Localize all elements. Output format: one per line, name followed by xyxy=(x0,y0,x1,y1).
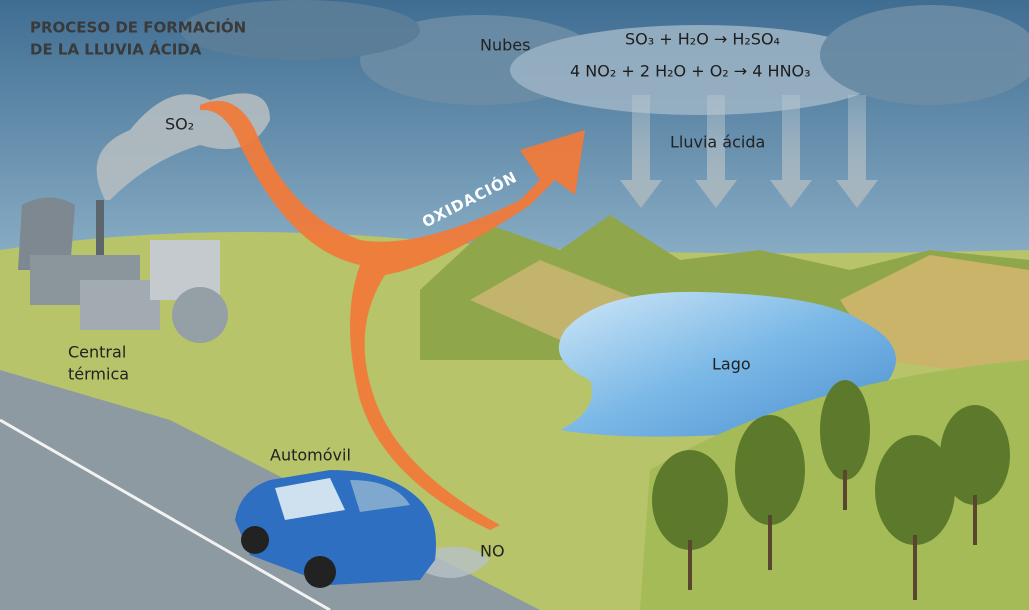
wheel xyxy=(241,526,269,554)
tree xyxy=(940,405,1010,505)
clouds-label: Nubes xyxy=(480,36,530,55)
car-label: Automóvil xyxy=(270,446,351,465)
sphere-tank xyxy=(172,287,228,343)
tree xyxy=(820,380,870,480)
tree xyxy=(735,415,805,525)
tree xyxy=(652,450,728,550)
building xyxy=(80,280,160,330)
title-line: PROCESO DE FORMACIÓN xyxy=(30,18,246,37)
page: {"title":{"lines":["PROCESO DE FORMACIÓN… xyxy=(0,0,1029,610)
title-line: DE LA LLUVIA ÁCIDA xyxy=(30,40,202,59)
rain-label: Lluvia ácida xyxy=(670,133,765,152)
plant-label: Central xyxy=(68,343,126,362)
lake-label: Lago xyxy=(712,355,751,374)
wheel xyxy=(304,556,336,588)
equation: 4 NO₂ + 2 H₂O + O₂ → 4 HNO₃ xyxy=(570,62,811,81)
so2-label: SO₂ xyxy=(165,115,194,134)
illustration: PROCESO DE FORMACIÓN DE LA LLUVIA ÁCIDA … xyxy=(0,0,1029,610)
equation: SO₃ + H₂O → H₂SO₄ xyxy=(625,30,780,49)
plant-label: térmica xyxy=(68,365,129,384)
no-label: NO xyxy=(480,542,505,561)
